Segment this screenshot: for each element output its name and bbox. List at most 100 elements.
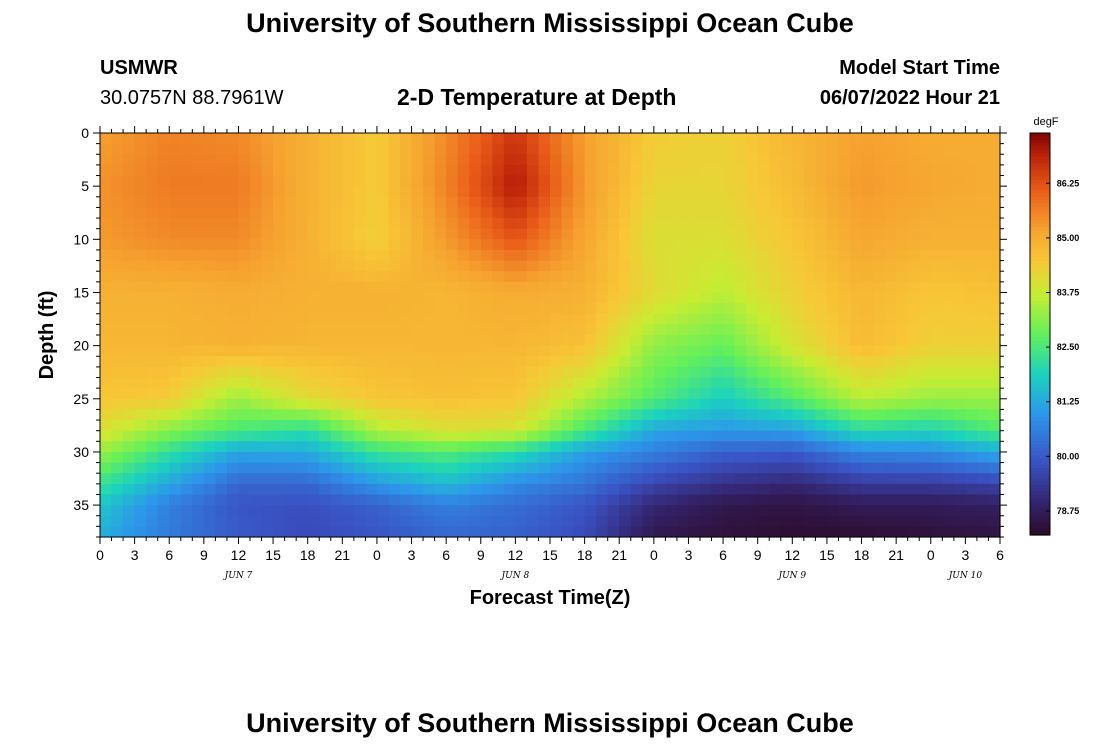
heatmap-cell <box>676 473 690 485</box>
heatmap-cell <box>376 313 390 325</box>
heatmap-cell <box>157 366 170 379</box>
heatmap-cell <box>238 133 251 145</box>
heatmap-cell <box>226 143 240 155</box>
heatmap-cell <box>953 526 966 538</box>
heatmap-cell <box>526 473 540 485</box>
heatmap-cell <box>400 398 413 411</box>
heatmap-cell <box>284 281 297 294</box>
heatmap-cell <box>596 515 609 527</box>
heatmap-cell <box>573 526 586 538</box>
heatmap-cell <box>573 398 586 411</box>
heatmap-cell <box>769 526 782 538</box>
heatmap-cell <box>942 420 955 432</box>
heatmap-cell <box>503 409 516 421</box>
heatmap-cell <box>607 526 620 538</box>
heatmap-cell <box>896 271 909 283</box>
heatmap-cell <box>873 133 886 145</box>
colorbar-segment <box>1030 189 1050 194</box>
heatmap-cell <box>192 462 205 474</box>
heatmap-cell <box>457 462 470 474</box>
heatmap-cell <box>792 324 805 336</box>
heatmap-cell <box>907 303 920 315</box>
heatmap-cell <box>342 281 355 294</box>
heatmap-cell <box>169 430 182 442</box>
heatmap-cell <box>538 335 551 347</box>
heatmap-cell <box>169 366 182 379</box>
heatmap-cell <box>850 526 863 538</box>
heatmap-cell <box>953 430 966 442</box>
heatmap-cell <box>400 218 413 230</box>
heatmap-cell <box>607 133 620 145</box>
heatmap-cell <box>734 228 747 240</box>
heatmap-cell <box>665 441 678 453</box>
heatmap-cell <box>976 483 990 496</box>
heatmap-cell <box>665 388 678 400</box>
heatmap-cell <box>942 207 955 219</box>
heatmap-cell <box>711 526 724 538</box>
heatmap-cell <box>446 260 459 272</box>
heatmap-cell <box>850 228 863 240</box>
heatmap-cell <box>376 239 390 251</box>
heatmap-cell <box>296 313 309 325</box>
heatmap-cell <box>434 260 447 272</box>
heatmap-cell <box>146 175 159 187</box>
heatmap-cell <box>123 196 136 209</box>
heatmap-cell <box>434 207 447 219</box>
heatmap-cell <box>596 462 609 474</box>
heatmap-cell <box>492 292 505 304</box>
heatmap-cell <box>815 207 828 219</box>
heatmap-cell <box>434 398 447 411</box>
heatmap-cell <box>711 313 724 325</box>
heatmap-cell <box>976 239 990 251</box>
heatmap-cell <box>353 462 366 474</box>
heatmap-cell <box>388 356 401 368</box>
heatmap-cell <box>734 398 747 411</box>
heatmap-cell <box>111 143 124 155</box>
heatmap-cell <box>607 228 620 240</box>
heatmap-cell <box>700 249 713 262</box>
heatmap-cell <box>688 133 701 145</box>
heatmap-cell <box>619 271 632 283</box>
heatmap-cell <box>757 388 770 400</box>
heatmap-cell <box>353 228 366 240</box>
heatmap-cell <box>192 260 205 272</box>
heatmap-cell <box>630 133 643 145</box>
heatmap-cell <box>734 196 747 209</box>
heatmap-cell <box>561 526 574 538</box>
heatmap-cell <box>180 505 193 517</box>
heatmap-cell <box>607 473 620 485</box>
heatmap-cell <box>376 228 390 240</box>
heatmap-cell <box>907 430 920 442</box>
heatmap-cell <box>169 398 182 411</box>
heatmap-cell <box>319 228 332 240</box>
heatmap-cell <box>746 292 759 304</box>
heatmap-cell <box>526 526 540 538</box>
heatmap-cell <box>573 462 586 474</box>
heatmap-cell <box>769 494 782 506</box>
heatmap-cell <box>792 409 805 421</box>
heatmap-cell <box>446 281 459 294</box>
heatmap-cell <box>492 196 505 209</box>
heatmap-cell <box>180 186 193 198</box>
heatmap-cell <box>319 483 332 496</box>
heatmap-cell <box>376 420 390 432</box>
heatmap-cell <box>573 409 586 421</box>
heatmap-cell <box>434 175 447 187</box>
heatmap-cell <box>780 335 793 347</box>
heatmap-cell <box>884 345 897 357</box>
heatmap-cell <box>757 175 770 187</box>
colorbar-segment <box>1030 277 1050 281</box>
heatmap-cell <box>111 207 124 219</box>
heatmap-cell <box>469 154 482 166</box>
heatmap-cell <box>769 207 782 219</box>
heatmap-cell <box>965 526 978 538</box>
heatmap-cell <box>434 313 447 325</box>
heatmap-cell <box>526 281 540 294</box>
heatmap-cell <box>146 366 159 379</box>
heatmap-cell <box>861 377 874 389</box>
heatmap-cell <box>100 175 113 187</box>
page-title: University of Southern Mississippi Ocean… <box>246 8 854 38</box>
colorbar-segment <box>1030 263 1050 268</box>
heatmap-cell <box>515 324 528 336</box>
heatmap-cell <box>330 154 343 166</box>
